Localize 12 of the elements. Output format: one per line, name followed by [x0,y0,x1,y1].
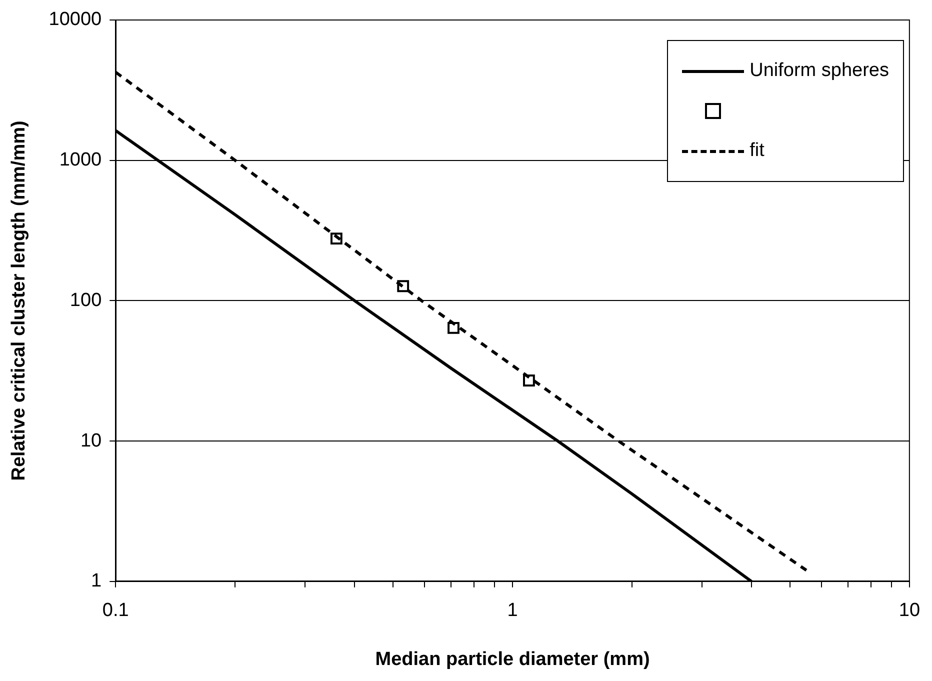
y-tick-label: 1 [91,570,102,592]
y-tick-label: 10 [80,430,102,452]
y-axis-title: Relative critical cluster length (mm/mm) [8,120,30,481]
y-tick-label: 100 [70,290,102,311]
legend-label: fit [750,140,764,162]
x-tick-label: 1 [507,600,518,622]
legend-label: Uniform spheres [750,60,889,82]
x-axis-title: Median particle diameter (mm) [375,648,650,670]
x-tick-label: 10 [898,600,920,622]
x-tick-label: 0.1 [102,600,129,622]
y-tick-label: 10000 [48,9,102,30]
y-tick-label: 1000 [59,150,102,171]
